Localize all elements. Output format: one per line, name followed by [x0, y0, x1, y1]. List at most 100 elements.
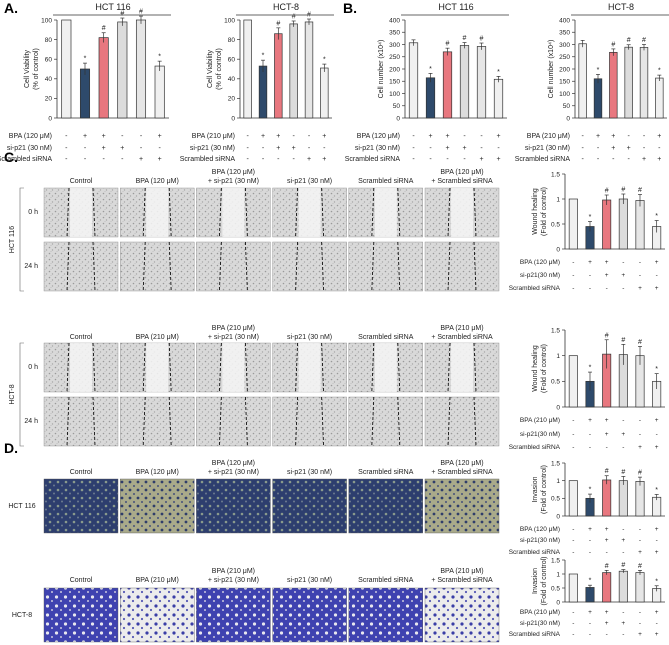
y-axis-label: Cell Viability — [24, 50, 31, 88]
micrographs: Control BPA (120 μM) BPA (120 μM) + si-p21 … — [8, 169, 500, 643]
row-label-scr: Scrambled siRNA — [509, 549, 561, 556]
sign-scr-3: - — [292, 156, 295, 163]
wound-edge — [244, 187, 248, 238]
sign-sip21-2: + — [102, 145, 106, 152]
sign-sip21-5: - — [656, 272, 658, 279]
y-axis-label: Cell Viability — [207, 50, 214, 88]
significance-mark: * — [589, 365, 592, 372]
sign-sip21-3: + — [627, 145, 631, 152]
sign-bpa-4: - — [308, 133, 311, 140]
wound-image — [43, 396, 119, 447]
column-header: + si-p21 (30 nM) — [208, 334, 259, 341]
wound-edge — [244, 342, 248, 393]
y-axis-label: Invasion — [532, 568, 539, 594]
y-tick-label: 1.5 — [551, 557, 560, 564]
significance-mark: # — [605, 563, 609, 570]
panel-labels: A. B. C. D. — [4, 0, 357, 456]
row-label-sip21: si-p21 (30 nM) — [190, 145, 235, 152]
sign-scr-2: - — [606, 631, 608, 638]
sign-sip21-1: - — [589, 620, 591, 627]
wound-edge — [473, 396, 477, 447]
y-tick-label: 250 — [389, 54, 400, 61]
sign-bpa-3: - — [121, 133, 124, 140]
significance-mark: # — [638, 339, 642, 346]
wound-edge — [397, 187, 401, 238]
sign-bpa-4: - — [140, 133, 143, 140]
wound-image — [348, 396, 423, 447]
wound-edge — [397, 396, 401, 447]
y-tick-label: 150 — [559, 79, 570, 86]
sign-sip21-0: - — [246, 145, 249, 152]
wound-edge — [295, 342, 299, 393]
bar-3 — [618, 480, 628, 517]
sign-sip21-5: - — [323, 145, 326, 152]
sign-sip21-5: - — [497, 145, 500, 152]
bar-0 — [568, 355, 578, 408]
row-label-scr: Scrambled siRNA — [180, 156, 236, 163]
wound-image — [424, 241, 500, 292]
sign-sip21-3: + — [621, 272, 625, 279]
wound-edge — [473, 342, 477, 393]
sign-bpa-0: - — [572, 526, 574, 533]
column-header: si-p21 (30 nM) — [287, 577, 332, 584]
sign-sip21-1: - — [589, 431, 591, 438]
bar-0 — [568, 198, 578, 250]
row-label-bpa: BPA (120 μM) — [9, 133, 52, 140]
column-header: BPA (210 μM) — [136, 577, 179, 584]
wound-edge — [142, 187, 146, 238]
y-axis-label: (Fold of control) — [541, 465, 548, 514]
sign-bpa-5: + — [657, 133, 661, 140]
y-axis-label: Wound healing — [532, 188, 539, 235]
y-tick-label: 100 — [224, 17, 235, 24]
sign-sip21-1: - — [589, 537, 591, 544]
sign-scr-3: - — [622, 285, 624, 292]
sign-bpa-4: - — [639, 609, 641, 616]
bar-3 — [624, 46, 633, 119]
y-tick-label: 1.5 — [551, 327, 560, 334]
column-header: + Scrambled siRNA — [431, 334, 493, 341]
wound-edge — [295, 187, 299, 238]
time-label: 24 h — [24, 263, 38, 270]
sign-scr-2: - — [606, 285, 608, 292]
bar-2 — [274, 33, 283, 119]
y-tick-label: 0 — [556, 404, 560, 411]
sign-bpa-2: + — [611, 133, 615, 140]
column-header: si-p21 (30 nM) — [287, 178, 332, 185]
y-tick-label: 50 — [563, 103, 571, 110]
column-header: BPA (210 μM) — [440, 568, 483, 575]
sign-bpa-4: - — [639, 526, 641, 533]
y-tick-label: 0 — [48, 115, 52, 122]
wound-edge — [66, 187, 70, 238]
sign-scr-0: - — [572, 444, 574, 451]
bar-4 — [635, 481, 645, 517]
sign-sip21-1: - — [262, 145, 265, 152]
bar-1 — [593, 78, 603, 119]
row-label-bpa: BPA (210 μM) — [192, 133, 235, 140]
row-label-sip21: si-p21(30 nM) — [520, 620, 560, 627]
sign-sip21-4: - — [639, 272, 641, 279]
y-tick-label: 200 — [559, 66, 570, 73]
significance-mark: # — [307, 12, 311, 19]
sign-sip21-0: - — [572, 620, 574, 627]
y-tick-label: 100 — [389, 91, 400, 98]
wound-image — [119, 241, 195, 292]
wound-gap — [70, 188, 92, 237]
row-label-sip21: si-p21(30 nM) — [520, 537, 560, 544]
y-tick-label: 1 — [556, 196, 560, 203]
y-tick-label: 20 — [45, 96, 53, 103]
significance-mark: # — [638, 563, 642, 570]
sign-scr-0: - — [572, 549, 574, 556]
y-tick-label: 0 — [556, 246, 560, 253]
sign-scr-5: + — [657, 156, 661, 163]
wound-block-hct8: Control BPA (210 μM) BPA (210 μM) + si-p21 … — [9, 325, 500, 447]
chart-title: HCT 116 — [95, 2, 130, 12]
chart-C-hct8: 0 0.5 1 1.5 Wound healing (Fold of control) * #… — [509, 327, 665, 451]
sign-bpa-5: + — [655, 417, 659, 424]
column-header: Scrambled siRNA — [358, 577, 414, 584]
significance-mark: * — [589, 578, 592, 585]
sign-bpa-5: + — [322, 133, 326, 140]
chart-B-hct8: HCT-8 0 50 100 150 200 250 300 350 400 Cell number… — [515, 2, 669, 163]
significance-mark: # — [463, 35, 467, 42]
invasion-image — [196, 478, 271, 534]
